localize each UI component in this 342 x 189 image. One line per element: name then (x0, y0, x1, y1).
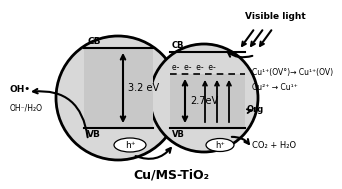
Text: Visible light: Visible light (245, 12, 306, 21)
Text: CB: CB (87, 37, 101, 46)
Ellipse shape (114, 138, 146, 152)
Bar (170, 74, 245, 128)
Bar (84, 48, 153, 128)
Text: Org: Org (247, 105, 264, 115)
Text: Cu/MS-TiO₂: Cu/MS-TiO₂ (133, 169, 209, 182)
Circle shape (150, 44, 258, 152)
Circle shape (56, 36, 180, 160)
Text: h⁺: h⁺ (125, 140, 135, 149)
Text: 2.7eV: 2.7eV (190, 96, 218, 106)
Text: OH•: OH• (10, 85, 31, 94)
Text: VB: VB (172, 130, 185, 139)
Text: Cu²⁺ → Cu¹⁺: Cu²⁺ → Cu¹⁺ (252, 84, 298, 92)
Text: Cu¹⁺(OV°)→ Cu¹⁺(OV): Cu¹⁺(OV°)→ Cu¹⁺(OV) (252, 67, 333, 77)
Text: OH⁻/H₂O: OH⁻/H₂O (10, 104, 43, 112)
Text: 3.2 eV: 3.2 eV (128, 83, 159, 93)
Text: VB: VB (87, 130, 101, 139)
Text: h⁺: h⁺ (215, 140, 225, 149)
Text: CB: CB (172, 41, 184, 50)
Text: e-  e-  e-  e-: e- e- e- e- (172, 63, 216, 72)
Text: CO₂ + H₂O: CO₂ + H₂O (252, 140, 296, 149)
Ellipse shape (206, 139, 234, 152)
